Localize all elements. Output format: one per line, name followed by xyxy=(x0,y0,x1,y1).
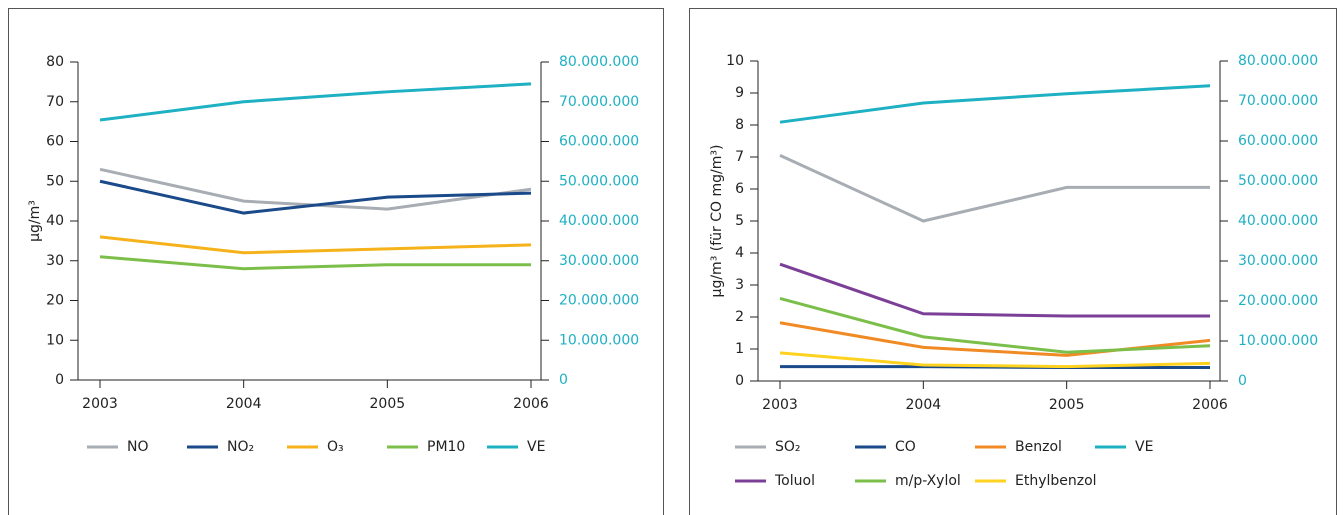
legend-label: VE xyxy=(1135,439,1153,455)
y2-tick-label: 60.000.000 xyxy=(559,134,639,150)
y-tick-label: 1 xyxy=(735,341,744,357)
y-tick-label: 2 xyxy=(735,309,744,325)
y-tick-label: 0 xyxy=(735,373,744,389)
legend-label: Ethylbenzol xyxy=(1015,473,1097,489)
y-tick-label: 30 xyxy=(46,253,64,269)
y2-tick-label: 0 xyxy=(1238,373,1247,389)
y-tick-label: 8 xyxy=(735,117,744,133)
panel-border xyxy=(689,8,1337,515)
data-line xyxy=(779,321,1211,357)
data-line xyxy=(99,179,532,215)
data-line xyxy=(779,84,1211,124)
y2-tick-label: 80.000.000 xyxy=(559,54,639,70)
y-axis-label: µg/m³ (für CO mg/m³) xyxy=(709,145,725,298)
y2-tick-label: 80.000.000 xyxy=(1238,53,1318,69)
y-tick-label: 20 xyxy=(46,293,64,309)
panel-border xyxy=(8,8,664,515)
y-tick-label: 60 xyxy=(46,134,64,150)
y-tick-label: 9 xyxy=(735,85,744,101)
y-tick-label: 80 xyxy=(46,54,64,70)
x-tick-label: 2003 xyxy=(82,396,118,412)
y-tick-label: 5 xyxy=(735,213,744,229)
y2-tick-label: 50.000.000 xyxy=(559,173,639,189)
data-line xyxy=(779,262,1210,318)
y2-tick-label: 0 xyxy=(559,372,568,388)
y2-tick-label: 70.000.000 xyxy=(559,94,639,110)
y-axis-label: µg/m³ xyxy=(27,200,43,242)
y-tick-label: 50 xyxy=(46,173,64,189)
data-line xyxy=(779,154,1210,223)
data-line xyxy=(99,82,532,122)
y2-tick-label: 60.000.000 xyxy=(1238,133,1318,149)
data-line xyxy=(99,255,531,271)
legend-label: NO₂ xyxy=(227,439,254,455)
y2-tick-label: 50.000.000 xyxy=(1238,173,1318,189)
y2-tick-label: 20.000.000 xyxy=(1238,293,1318,309)
legend-label: CO xyxy=(895,439,916,455)
x-tick-label: 2003 xyxy=(762,397,798,413)
y-tick-label: 40 xyxy=(46,213,64,229)
y2-tick-label: 70.000.000 xyxy=(1238,93,1318,109)
legend-label: SO₂ xyxy=(775,439,801,455)
legend-label: VE xyxy=(527,439,545,455)
data-line xyxy=(99,235,532,255)
y-tick-label: 10 xyxy=(726,53,744,69)
y2-tick-label: 30.000.000 xyxy=(559,253,639,269)
data-line xyxy=(779,351,1211,369)
y-tick-label: 70 xyxy=(46,94,64,110)
y-tick-label: 3 xyxy=(735,277,744,293)
x-tick-label: 2005 xyxy=(1049,397,1085,413)
legend-label: NO xyxy=(127,439,149,455)
x-tick-label: 2004 xyxy=(226,396,262,412)
y-tick-label: 7 xyxy=(735,149,744,165)
y-tick-label: 10 xyxy=(46,332,64,348)
y2-tick-label: 40.000.000 xyxy=(559,213,639,229)
legend-label: m/p-Xylol xyxy=(895,473,961,489)
legend-label: Toluol xyxy=(774,473,815,489)
y-tick-label: 0 xyxy=(55,372,64,388)
x-tick-label: 2006 xyxy=(1192,397,1228,413)
y2-tick-label: 10.000.000 xyxy=(1238,333,1318,349)
data-line xyxy=(779,296,1211,354)
x-tick-label: 2006 xyxy=(513,396,549,412)
x-tick-label: 2005 xyxy=(370,396,406,412)
y2-tick-label: 30.000.000 xyxy=(1238,253,1318,269)
legend-label: O₃ xyxy=(327,439,344,455)
y2-tick-label: 40.000.000 xyxy=(1238,213,1318,229)
data-line xyxy=(99,167,532,211)
y2-tick-label: 20.000.000 xyxy=(559,293,639,309)
y2-tick-label: 10.000.000 xyxy=(559,332,639,348)
y-tick-label: 4 xyxy=(735,245,744,261)
legend-label: PM10 xyxy=(427,439,465,455)
x-tick-label: 2004 xyxy=(906,397,942,413)
legend-label: Benzol xyxy=(1015,439,1062,455)
y-tick-label: 6 xyxy=(735,181,744,197)
